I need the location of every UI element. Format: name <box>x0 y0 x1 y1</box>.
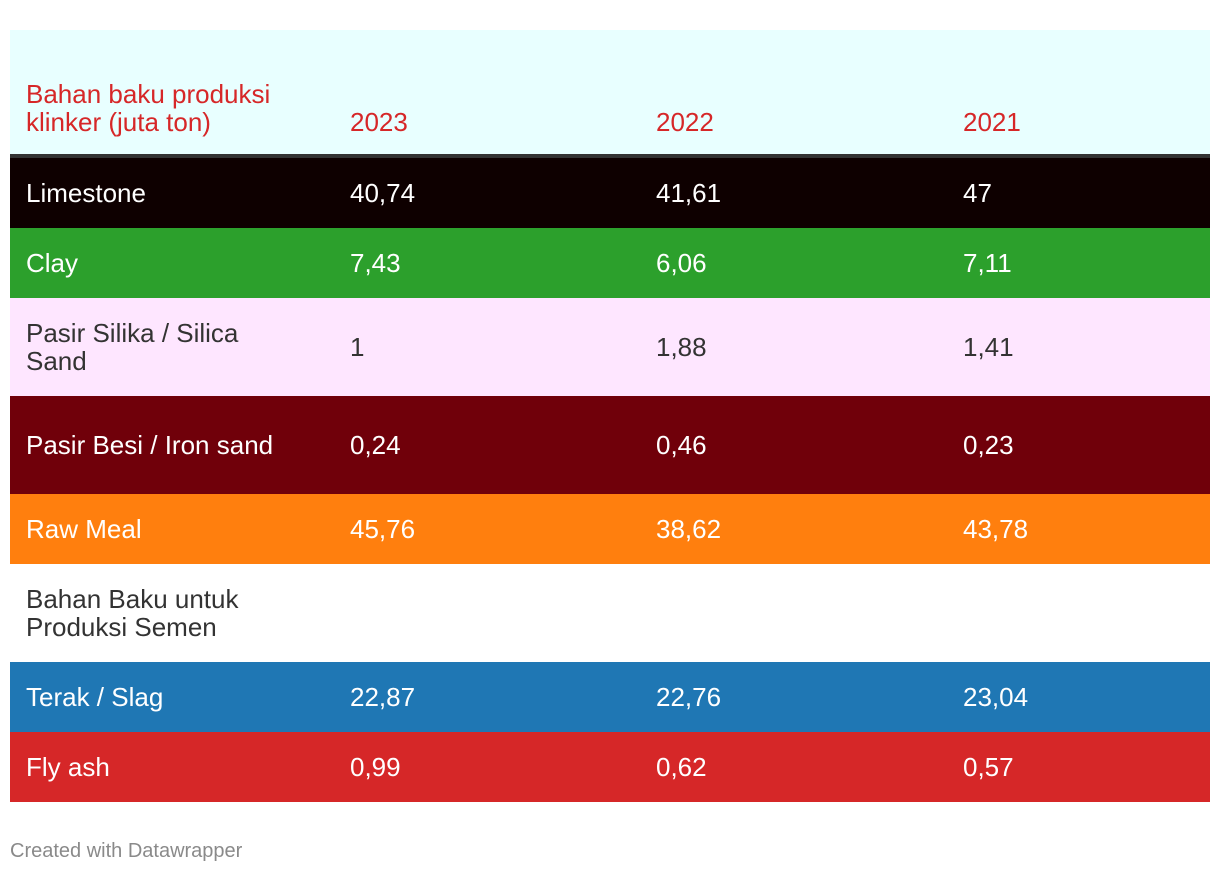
table-row: Pasir Besi / Iron sand 0,24 0,46 0,23 <box>10 396 1210 494</box>
row-value-2022: 38,62 <box>656 514 722 544</box>
row-value-2023: 22,87 <box>350 682 416 712</box>
table-row: Clay 7,43 6,06 7,11 <box>10 228 1210 298</box>
data-table: Bahan baku produksi klinker (juta ton) 2… <box>10 30 1210 802</box>
table-row: Limestone 40,74 41,61 47 <box>10 158 1210 228</box>
table-row: Fly ash 0,99 0,62 0,57 <box>10 732 1210 802</box>
table-row: Raw Meal 45,76 38,62 43,78 <box>10 494 1210 564</box>
row-value-2021: 43,78 <box>963 514 1029 544</box>
row-value-2022: 0,62 <box>656 752 707 782</box>
row-value-2021: 1,41 <box>963 332 1014 362</box>
row-label: Terak / Slag <box>26 682 164 712</box>
datawrapper-credit: Created with Datawrapper <box>10 840 243 862</box>
table-row: Pasir Silika / Silica Sand 1 1,88 1,41 <box>10 298 1210 396</box>
row-value-2021: 0,57 <box>963 752 1014 782</box>
row-value-2023: 0,99 <box>350 752 401 782</box>
row-value-2022: 0,46 <box>656 430 707 460</box>
table-body: Limestone 40,74 41,61 47 Clay 7,43 6,06 7,11 Pas… <box>10 158 1210 802</box>
table-row: Terak / Slag 22,87 22,76 23,04 <box>10 662 1210 732</box>
table-header-row: Bahan baku produksi klinker (juta ton) 2… <box>10 30 1210 158</box>
row-label: Pasir Silika / Silica Sand <box>26 318 239 376</box>
row-value-2022: 22,76 <box>656 682 722 712</box>
row-label: Raw Meal <box>26 514 142 544</box>
row-value-2022: 41,61 <box>656 178 722 208</box>
header-label: Bahan baku produksi klinker (juta ton) <box>26 79 271 137</box>
row-value-2021: 0,23 <box>963 430 1014 460</box>
row-value-2023: 45,76 <box>350 514 416 544</box>
row-label: Bahan Baku untuk Produksi Semen <box>26 584 239 642</box>
header-year-2023: 2023 <box>350 107 408 137</box>
row-label: Pasir Besi / Iron sand <box>26 430 274 460</box>
row-value-2023: 40,74 <box>350 178 416 208</box>
row-label: Limestone <box>26 178 146 208</box>
row-value-2023: 1 <box>350 332 365 362</box>
row-value-2022: 1,88 <box>656 332 707 362</box>
row-value-2021: 7,11 <box>963 248 1012 278</box>
row-label: Clay <box>26 248 79 278</box>
header-year-2022: 2022 <box>656 107 714 137</box>
table-row: Bahan Baku untuk Produksi Semen <box>10 564 1210 662</box>
row-value-2021: 23,04 <box>963 682 1029 712</box>
row-value-2021: 47 <box>963 178 992 208</box>
row-value-2023: 7,43 <box>350 248 401 278</box>
row-label: Fly ash <box>26 752 110 782</box>
row-value-2023: 0,24 <box>350 430 401 460</box>
row-value-2022: 6,06 <box>656 248 707 278</box>
header-year-2021: 2021 <box>963 107 1021 137</box>
